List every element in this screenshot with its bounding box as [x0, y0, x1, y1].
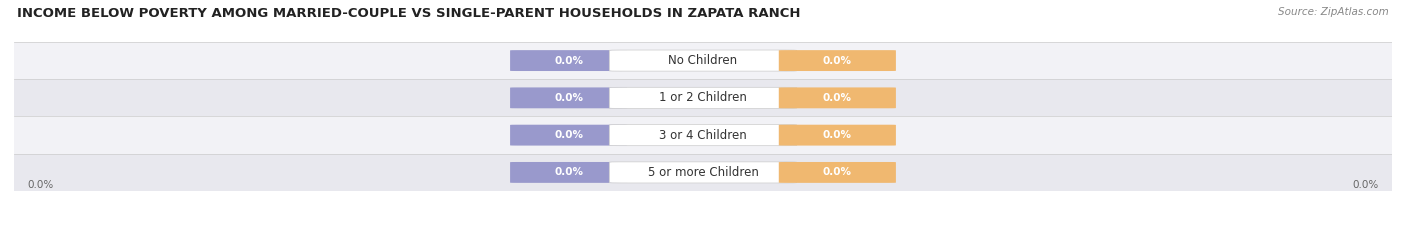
Bar — [14, 42, 1392, 79]
FancyBboxPatch shape — [510, 87, 627, 108]
FancyBboxPatch shape — [779, 87, 896, 108]
Bar — [14, 116, 1392, 154]
FancyBboxPatch shape — [609, 162, 797, 183]
FancyBboxPatch shape — [510, 125, 627, 146]
Text: No Children: No Children — [668, 54, 738, 67]
FancyBboxPatch shape — [779, 162, 896, 183]
Bar — [14, 79, 1392, 116]
Text: INCOME BELOW POVERTY AMONG MARRIED-COUPLE VS SINGLE-PARENT HOUSEHOLDS IN ZAPATA : INCOME BELOW POVERTY AMONG MARRIED-COUPL… — [17, 7, 800, 20]
Text: 3 or 4 Children: 3 or 4 Children — [659, 129, 747, 142]
Text: 0.0%: 0.0% — [823, 168, 852, 177]
Bar — [14, 154, 1392, 191]
Text: 0.0%: 0.0% — [823, 93, 852, 103]
FancyBboxPatch shape — [510, 162, 627, 183]
Text: 5 or more Children: 5 or more Children — [648, 166, 758, 179]
Text: 0.0%: 0.0% — [554, 93, 583, 103]
Text: 0.0%: 0.0% — [823, 56, 852, 65]
Text: 0.0%: 0.0% — [28, 180, 53, 190]
FancyBboxPatch shape — [779, 125, 896, 146]
Text: Source: ZipAtlas.com: Source: ZipAtlas.com — [1278, 7, 1389, 17]
Text: 0.0%: 0.0% — [823, 130, 852, 140]
FancyBboxPatch shape — [779, 50, 896, 71]
FancyBboxPatch shape — [609, 87, 797, 108]
Text: 0.0%: 0.0% — [554, 130, 583, 140]
Text: 0.0%: 0.0% — [554, 168, 583, 177]
FancyBboxPatch shape — [609, 50, 797, 71]
FancyBboxPatch shape — [609, 125, 797, 146]
Text: 0.0%: 0.0% — [1353, 180, 1378, 190]
Text: 1 or 2 Children: 1 or 2 Children — [659, 91, 747, 104]
Text: 0.0%: 0.0% — [554, 56, 583, 65]
FancyBboxPatch shape — [510, 50, 627, 71]
